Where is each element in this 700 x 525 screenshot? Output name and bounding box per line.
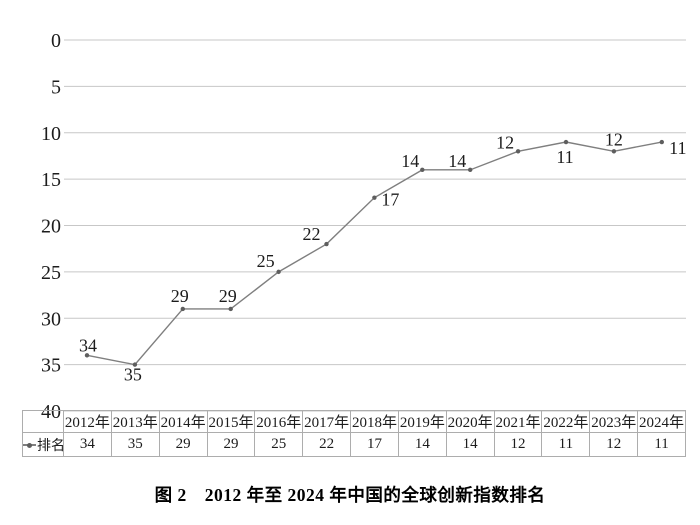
data-point-label: 34 — [79, 335, 97, 355]
year-header-cell: 2023年 — [589, 410, 639, 433]
data-point-marker — [420, 167, 425, 173]
table-corner-spacer — [22, 410, 64, 433]
data-point-label: 14 — [401, 151, 419, 171]
year-header-cell: 2016年 — [254, 410, 304, 433]
y-tick-label: 10 — [41, 123, 61, 145]
y-tick-label: 15 — [41, 169, 61, 191]
data-point-label: 12 — [605, 129, 623, 149]
rank-value-cell: 12 — [589, 432, 639, 457]
year-header-row: 2012年 2013年 2014年 2015年 2016年 2017年 2018年 2019年… — [22, 410, 686, 433]
data-point-marker — [324, 241, 329, 247]
data-point-label: 11 — [556, 147, 573, 167]
data-point-marker — [276, 269, 281, 275]
y-tick-label: 30 — [41, 308, 61, 330]
rank-value-cell: 25 — [254, 432, 304, 457]
data-point-label: 11 — [669, 138, 686, 158]
data-point-marker — [228, 306, 233, 312]
data-point-label: 29 — [219, 286, 237, 306]
gridlines — [64, 39, 686, 412]
legend-cell: 排名 — [22, 432, 64, 457]
data-point-label: 22 — [303, 224, 321, 244]
rank-value-cell: 14 — [445, 432, 495, 457]
data-point-marker — [372, 195, 377, 200]
rank-series-line — [86, 141, 662, 366]
rank-value-cell: 11 — [637, 432, 686, 457]
data-point-label: 17 — [381, 190, 399, 210]
rank-value-cell: 34 — [63, 432, 112, 457]
chart-data-table: 2012年 2013年 2014年 2015年 2016年 2017年 2018年 2019年… — [22, 410, 686, 457]
data-point-marker — [515, 149, 521, 154]
data-point-label: 12 — [496, 132, 514, 152]
rank-value-cell: 35 — [110, 432, 160, 457]
legend-label: 排名 — [37, 438, 64, 454]
data-point-markers — [84, 139, 664, 367]
data-point-marker — [132, 362, 138, 367]
year-header-cell: 2020年 — [445, 410, 495, 433]
rank-value-row: 排名 34 35 29 29 25 22 17 14 14 12 11 12 11 — [22, 432, 686, 457]
year-header-cell: 2013年 — [110, 410, 160, 433]
y-tick-label: 5 — [51, 76, 61, 98]
year-header-cell: 2022年 — [541, 410, 591, 433]
figure-title: 2012 年至 2024 年中国的全球创新指数排名 — [204, 485, 546, 505]
data-point-marker — [468, 167, 473, 173]
data-point-label: 14 — [448, 151, 466, 171]
data-point-label: 29 — [171, 286, 189, 306]
rank-value-cell: 11 — [541, 432, 591, 457]
rank-value-cell: 17 — [350, 432, 399, 457]
year-header-cell: 2012年 — [63, 410, 112, 433]
rank-value-cell: 29 — [206, 432, 256, 457]
data-point-marker — [563, 139, 569, 145]
data-point-label: 35 — [124, 365, 142, 385]
y-tick-label: 0 — [51, 30, 61, 52]
data-point-marker — [611, 149, 617, 154]
year-header-cell: 2019年 — [397, 410, 447, 433]
y-tick-label: 25 — [41, 262, 61, 284]
figure-label: 图 2 — [154, 485, 187, 505]
rank-value-cell: 14 — [397, 432, 447, 457]
year-header-cell: 2014年 — [158, 410, 208, 433]
y-tick-label: 35 — [41, 355, 61, 377]
data-point-label: 25 — [257, 251, 275, 271]
year-header-cell: 2017年 — [302, 410, 352, 433]
rank-value-cell: 12 — [493, 432, 543, 457]
year-header-cell: 2018年 — [350, 410, 399, 433]
line-marker-icon — [23, 442, 36, 448]
year-header-cell: 2015年 — [206, 410, 256, 433]
data-point-marker — [84, 353, 90, 358]
data-point-marker — [659, 139, 664, 145]
rank-value-cell: 29 — [158, 432, 208, 457]
year-header-cell: 2021年 — [493, 410, 543, 433]
y-tick-label: 20 — [41, 216, 61, 238]
figure-caption: 图 2 2012 年至 2024 年中国的全球创新指数排名 — [0, 482, 700, 507]
rank-value-cell: 22 — [302, 432, 352, 457]
year-header-cell: 2024年 — [637, 410, 686, 433]
data-point-marker — [180, 306, 185, 312]
